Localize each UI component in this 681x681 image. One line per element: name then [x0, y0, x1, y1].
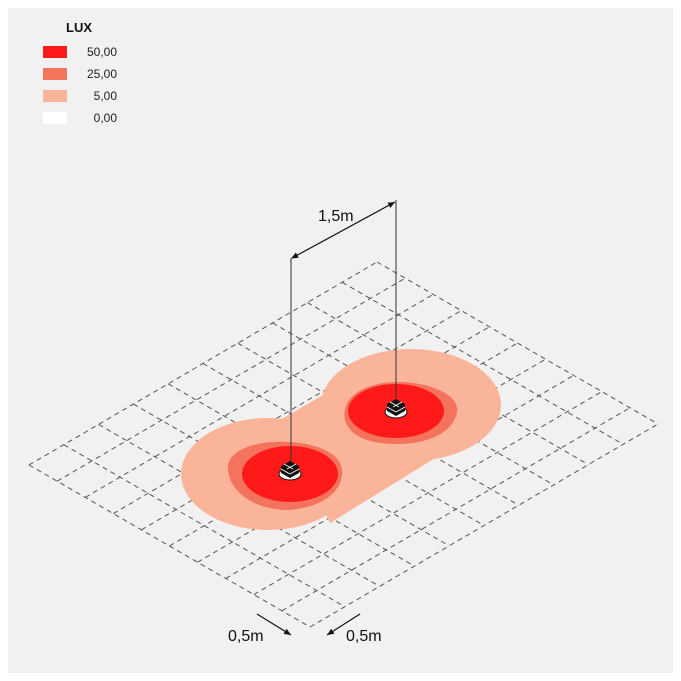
spacing-dimension: 1,5m: [291, 201, 396, 259]
lux-legend: LUX 50,00 25,00 5,00 0,00: [20, 20, 140, 129]
grid-line: [253, 391, 603, 596]
zone-5-lux: [181, 349, 501, 530]
legend-item-25: 25,00: [20, 63, 140, 85]
legend-value-5: 5,00: [93, 89, 117, 103]
grid-line: [281, 407, 631, 612]
grid-line: [113, 310, 462, 515]
legend-swatch-0: [43, 112, 67, 124]
dimension-verticals: [290, 200, 397, 462]
grid-dimension-label-left: 0,5m: [228, 628, 264, 645]
spacing-label: 1,5m: [318, 208, 354, 225]
grid-dimension-left: 0,5m: [228, 613, 292, 645]
legend-swatch-50: [43, 46, 67, 58]
illuminance-zones: [181, 349, 501, 530]
legend-value-50: 50,00: [86, 45, 117, 59]
arrow-icon: [291, 201, 396, 259]
legend-value-25: 25,00: [86, 67, 117, 81]
luminaire-icon: [278, 461, 302, 481]
grid-line: [56, 277, 406, 482]
diagram-frame: [8, 8, 673, 673]
legend-value-0: 0,00: [93, 111, 117, 125]
legend-item-50: 50,00: [20, 41, 140, 63]
legend-item-0: 0,00: [20, 107, 140, 129]
legend-swatch-5: [43, 90, 67, 102]
arrow-icon: [326, 613, 361, 636]
luminaire-icon: [384, 399, 408, 419]
arrow-icon: [256, 613, 292, 636]
legend-item-5: 5,00: [20, 85, 140, 107]
grid-dimension-right: 0,5m: [326, 613, 382, 645]
grid-line: [309, 423, 659, 628]
grid-line: [376, 261, 659, 425]
grid-line: [341, 281, 624, 445]
legend-swatch-25: [43, 68, 67, 80]
legend-title: LUX: [66, 20, 92, 35]
grid-dimension-label-right: 0,5m: [346, 628, 382, 645]
